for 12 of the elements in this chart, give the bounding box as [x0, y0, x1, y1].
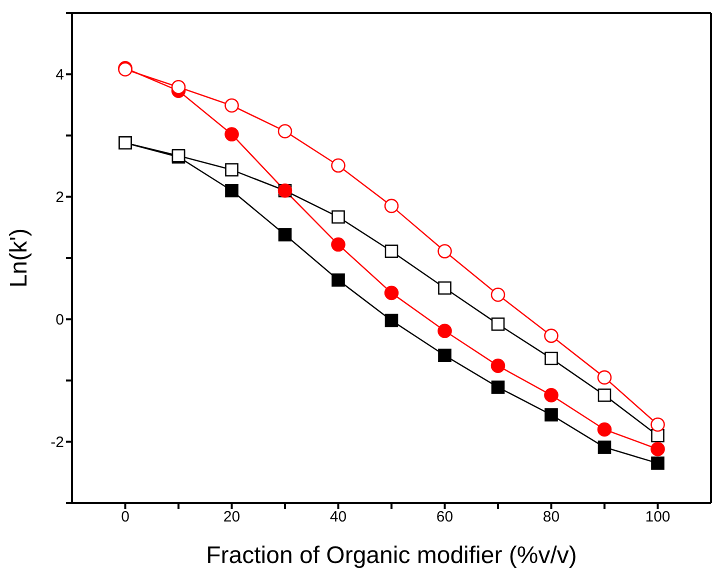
y-tick-label: -2: [50, 434, 64, 452]
x-tick-label: 80: [542, 508, 560, 526]
y-tick-label: 0: [56, 312, 64, 329]
x-tick-label: 20: [223, 508, 240, 526]
x-tick-label: 100: [645, 508, 670, 526]
x-tick-label: 40: [330, 508, 347, 526]
y-tick-label: 4: [56, 66, 64, 84]
y-tick-label: 2: [56, 189, 64, 206]
x-axis-title: Fraction of Organic modifier (%v/v): [206, 542, 577, 569]
y-axis-title: Ln(k'): [6, 228, 33, 288]
x-tick-label: 60: [436, 508, 454, 526]
x-tick-label: 0: [121, 508, 130, 526]
